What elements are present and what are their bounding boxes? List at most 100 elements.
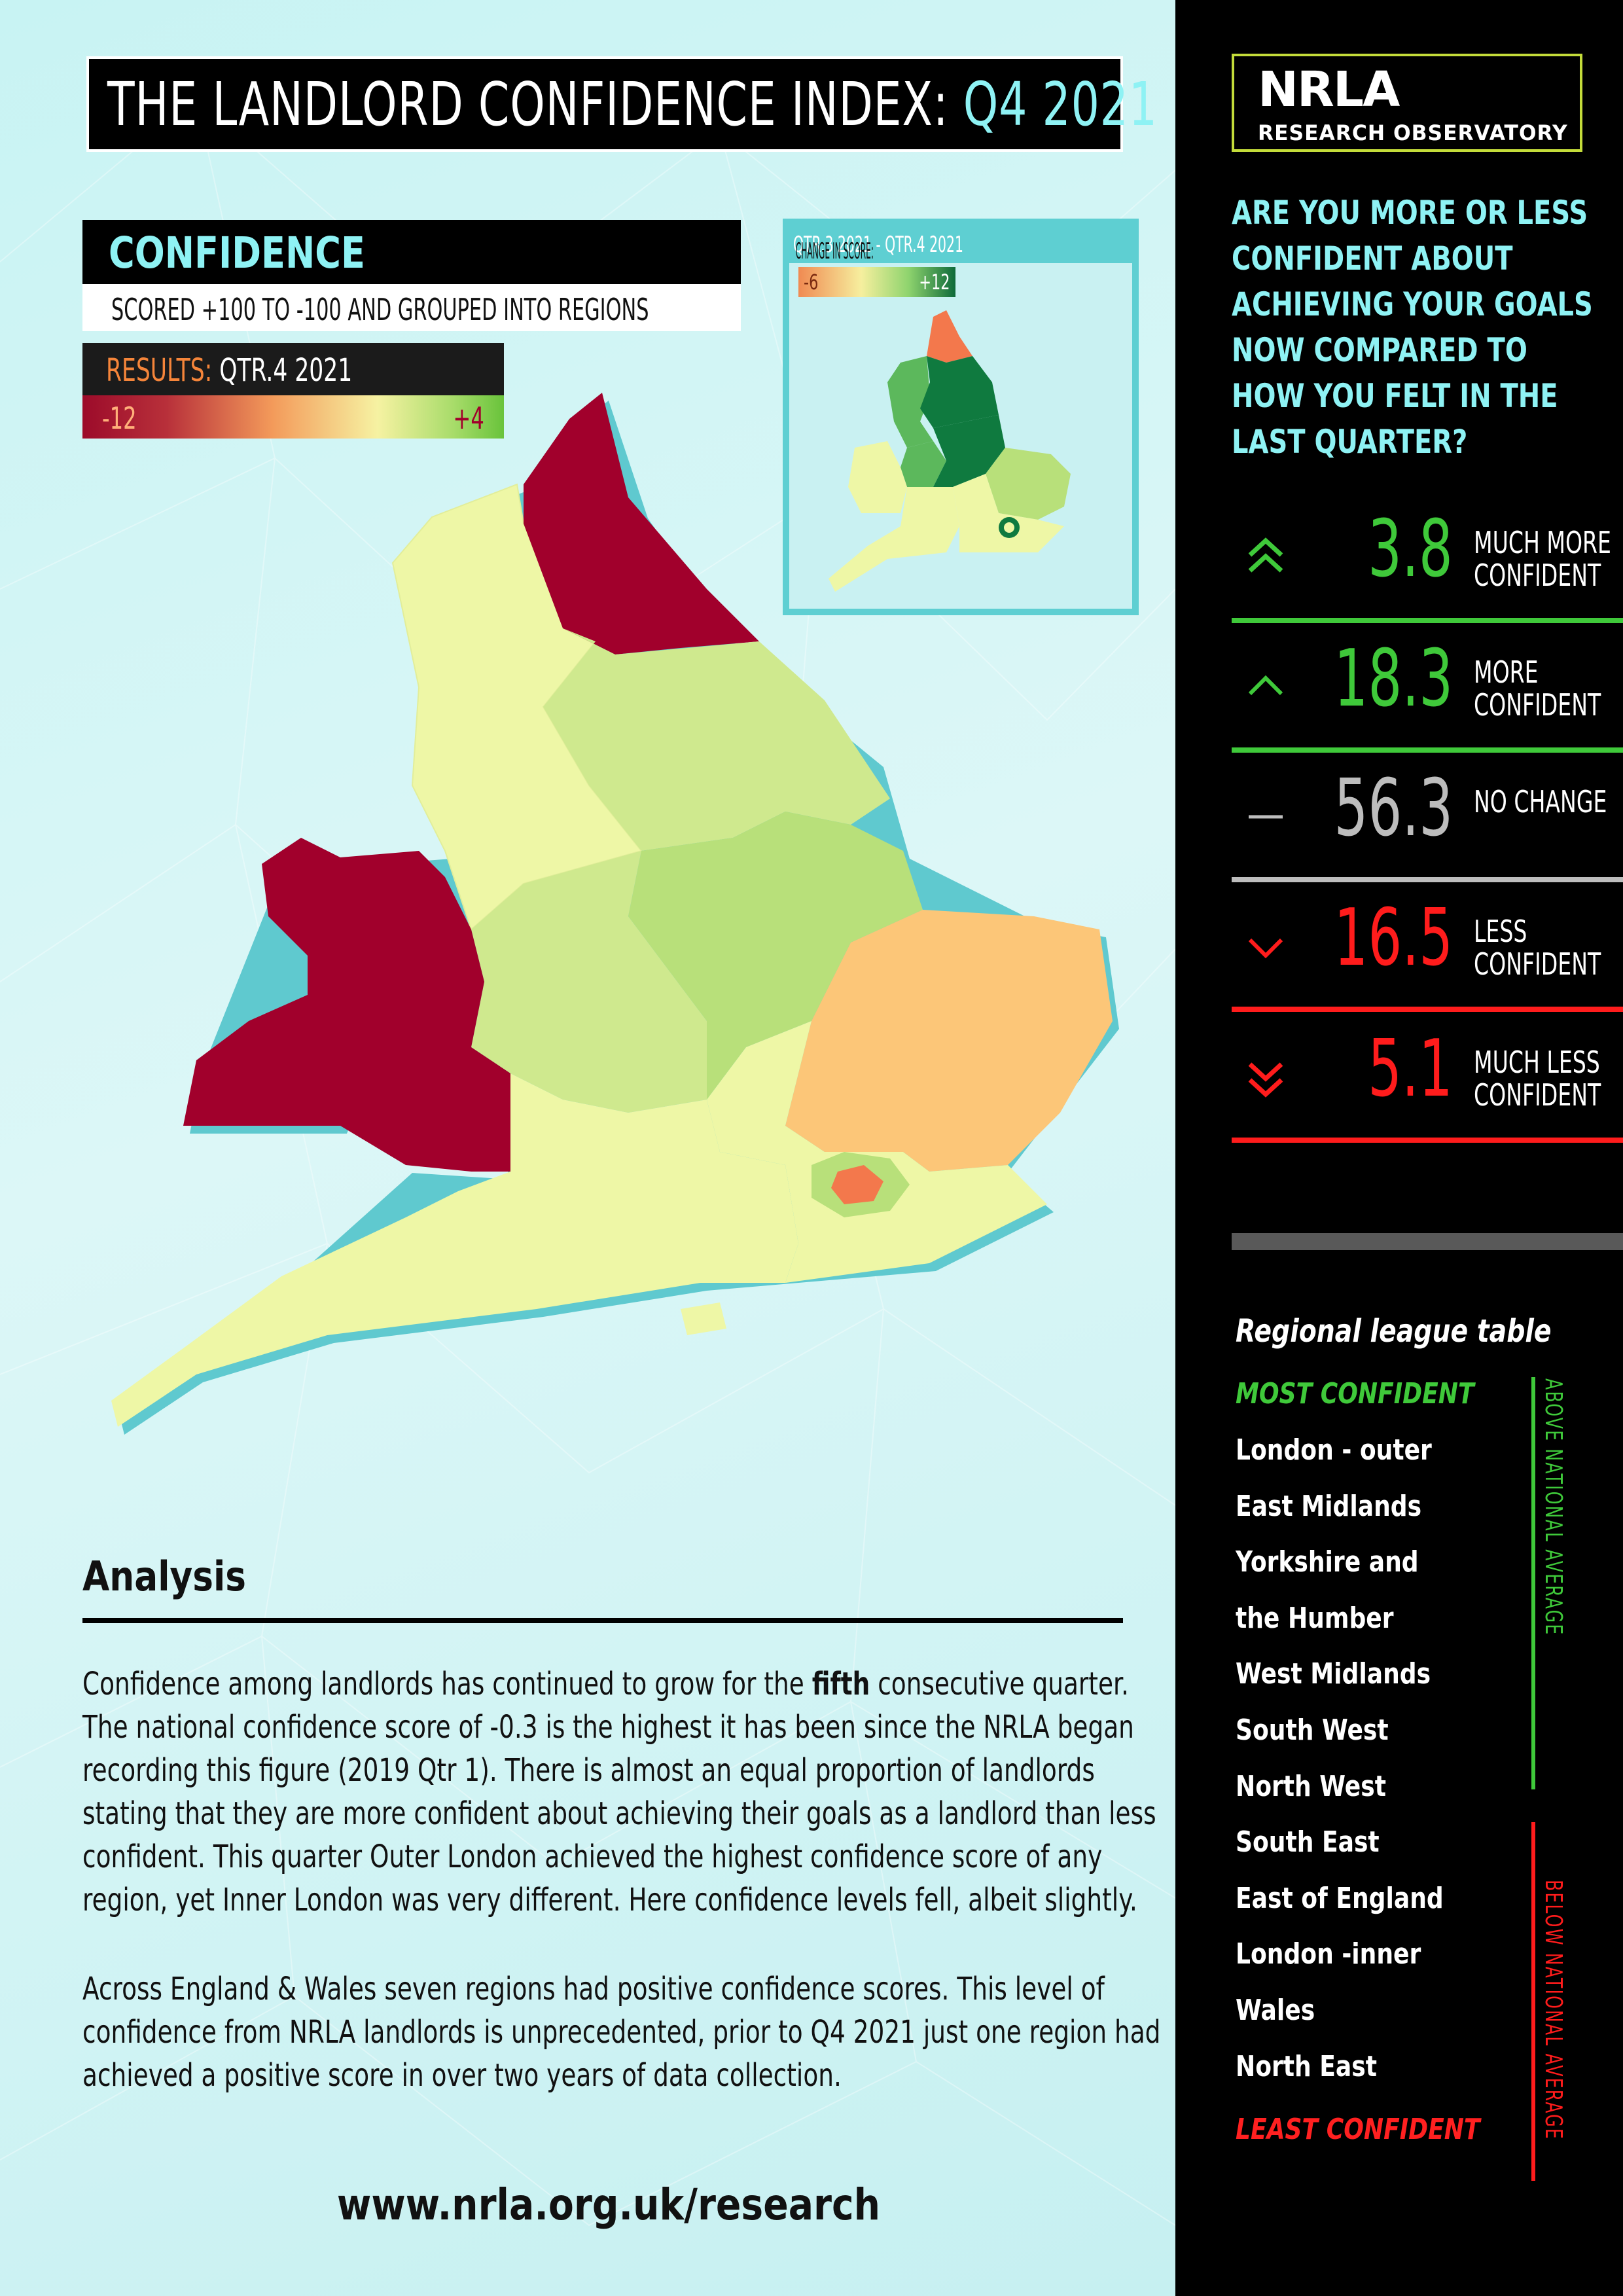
analysis-paragraph-1: Confidence among landlords has continued… bbox=[82, 1662, 1169, 1922]
response-value: 16.5 bbox=[1334, 893, 1453, 984]
infographic-main: THE LANDLORD CONFIDENCE INDEX: Q4 2021 C… bbox=[0, 0, 1175, 2296]
response-row: 16.5 LESS CONFIDENT bbox=[1232, 881, 1623, 1012]
response-value: 5.1 bbox=[1368, 1024, 1453, 1115]
double-chevron-up-icon bbox=[1248, 537, 1283, 573]
confidence-subheading: SCORED +100 TO -100 AND GROUPED INTO REG… bbox=[82, 284, 741, 331]
change-inset: CHANGE IN SCORE: QTR.3 2021 - QTR.4 2021… bbox=[783, 219, 1139, 615]
change-label: CHANGE IN SCORE: bbox=[795, 238, 874, 264]
inset-london-inner bbox=[1004, 522, 1014, 533]
inset-south-west bbox=[829, 487, 959, 592]
title-highlight: Q4 2021 bbox=[963, 69, 1158, 139]
region-isle-of-wight bbox=[681, 1302, 726, 1335]
inset-south-east bbox=[953, 474, 1064, 552]
dash-icon bbox=[1249, 815, 1283, 819]
confidence-subheading-text: SCORED +100 TO -100 AND GROUPED INTO REG… bbox=[111, 292, 649, 327]
league-item: South East bbox=[1236, 1825, 1380, 1859]
analysis-divider bbox=[82, 1618, 1123, 1623]
response-row: 56.3 NO CHANGE bbox=[1232, 751, 1623, 882]
section-divider bbox=[1232, 1233, 1623, 1250]
response-underline bbox=[1232, 1007, 1623, 1012]
change-color-scale: -6 +12 bbox=[798, 267, 955, 297]
results-label: RESULTS: bbox=[106, 352, 213, 389]
survey-question: ARE YOU MORE OR LESS CONFIDENT ABOUT ACH… bbox=[1232, 194, 1593, 461]
league-item: East of England bbox=[1236, 1881, 1444, 1915]
response-row: 3.8 MUCH MORE CONFIDENT bbox=[1232, 492, 1623, 623]
league-item: Wales bbox=[1236, 1994, 1315, 2027]
response-row: 18.3 MORE CONFIDENT bbox=[1232, 622, 1623, 753]
response-underline bbox=[1232, 747, 1623, 753]
response-label: NO CHANGE bbox=[1474, 784, 1607, 819]
inset-east-of-england bbox=[986, 448, 1071, 520]
league-item: North West bbox=[1236, 1769, 1386, 1803]
inset-yorkshire bbox=[920, 356, 999, 428]
results-heading: RESULTS: QTR.4 2021 bbox=[82, 343, 504, 395]
response-underline bbox=[1232, 877, 1623, 882]
sidebar: NRLA RESEARCH OBSERVATORY ARE YOU MORE O… bbox=[1175, 0, 1623, 2296]
league-item: West Midlands bbox=[1236, 1657, 1431, 1691]
logo-brand: NRLA bbox=[1258, 62, 1400, 118]
confidence-heading-text: CONFIDENCE bbox=[109, 228, 366, 278]
regional-map bbox=[111, 393, 1119, 1435]
confidence-heading: CONFIDENCE bbox=[82, 220, 741, 284]
region-wales bbox=[183, 838, 510, 1172]
region-south-west bbox=[111, 1073, 798, 1427]
below-average-bar bbox=[1531, 1822, 1535, 2181]
response-label: LESS CONFIDENT bbox=[1474, 914, 1601, 982]
response-value: 18.3 bbox=[1334, 634, 1453, 725]
change-map bbox=[829, 310, 1071, 592]
region-west-midlands bbox=[471, 851, 707, 1113]
inset-north-west bbox=[887, 356, 933, 448]
change-scale-min: -6 bbox=[804, 270, 819, 295]
title-main: THE LANDLORD CONFIDENCE INDEX: bbox=[107, 69, 949, 139]
region-london-inner bbox=[831, 1165, 883, 1204]
research-link[interactable]: www.nrla.org.uk/research bbox=[336, 2179, 881, 2230]
change-scale-max: +12 bbox=[919, 270, 950, 295]
inset-east-midlands bbox=[933, 415, 1005, 487]
logo-subtitle: RESEARCH OBSERVATORY bbox=[1258, 120, 1568, 145]
response-row: 5.1 MUCH LESS CONFIDENT bbox=[1232, 1012, 1623, 1143]
analysis-p1-bold: fifth bbox=[812, 1666, 870, 1702]
league-item: East Midlands bbox=[1236, 1489, 1422, 1523]
league-item: London -inner bbox=[1236, 1937, 1421, 1971]
league-item: North East bbox=[1236, 2049, 1377, 2083]
region-east-of-england bbox=[785, 910, 1113, 1172]
results-scale-min: -12 bbox=[102, 401, 137, 436]
response-value: 3.8 bbox=[1368, 504, 1453, 595]
region-east-midlands bbox=[628, 812, 923, 1100]
below-average-label: BELOW NATIONAL AVERAGE bbox=[1540, 1880, 1567, 2140]
inset-north-east bbox=[927, 310, 972, 363]
chevron-up-icon bbox=[1248, 675, 1283, 696]
nrla-logo: NRLA RESEARCH OBSERVATORY bbox=[1232, 54, 1582, 152]
page-title: THE LANDLORD CONFIDENCE INDEX: Q4 2021 bbox=[86, 56, 1157, 152]
response-underline bbox=[1232, 1138, 1623, 1143]
analysis-p1-end: consecutive quarter. The national confid… bbox=[82, 1666, 1156, 1918]
analysis-paragraph-2: Across England & Wales seven regions had… bbox=[82, 1971, 1161, 2094]
chevron-down-icon bbox=[1248, 938, 1283, 959]
analysis-title: Analysis bbox=[82, 1552, 246, 1600]
above-average-bar bbox=[1531, 1377, 1535, 1789]
inset-west-midlands bbox=[901, 441, 946, 487]
analysis-p1-start: Confidence among landlords has continued… bbox=[82, 1666, 812, 1702]
double-chevron-down-icon bbox=[1248, 1062, 1283, 1098]
inset-wales bbox=[848, 441, 907, 513]
league-item: the Humber bbox=[1236, 1601, 1394, 1635]
league-table-title: Regional league table bbox=[1236, 1313, 1552, 1350]
response-label: MUCH LESS CONFIDENT bbox=[1474, 1045, 1601, 1113]
above-average-label: ABOVE NATIONAL AVERAGE bbox=[1540, 1378, 1567, 1636]
league-item: Yorkshire and bbox=[1236, 1545, 1419, 1579]
response-label: MUCH MORE CONFIDENT bbox=[1474, 525, 1611, 593]
results-period: QTR.4 2021 bbox=[219, 352, 353, 389]
response-label: MORE CONFIDENT bbox=[1474, 655, 1601, 723]
change-period: QTR.3 2021 - QTR.4 2021 bbox=[793, 232, 963, 258]
league-item: London - outer bbox=[1236, 1433, 1432, 1467]
response-value: 56.3 bbox=[1334, 763, 1453, 854]
response-underline bbox=[1232, 618, 1623, 623]
least-confident-label: LEAST CONFIDENT bbox=[1236, 2113, 1480, 2146]
region-north-east bbox=[524, 393, 759, 655]
change-heading: CHANGE IN SCORE: QTR.3 2021 - QTR.4 2021 bbox=[789, 225, 1132, 264]
results-color-scale: -12 +4 bbox=[82, 395, 504, 439]
region-south-east bbox=[707, 1021, 1047, 1283]
league-item: South West bbox=[1236, 1713, 1389, 1747]
most-confident-label: MOST CONFIDENT bbox=[1236, 1377, 1474, 1410]
region-yorkshire bbox=[543, 628, 890, 851]
